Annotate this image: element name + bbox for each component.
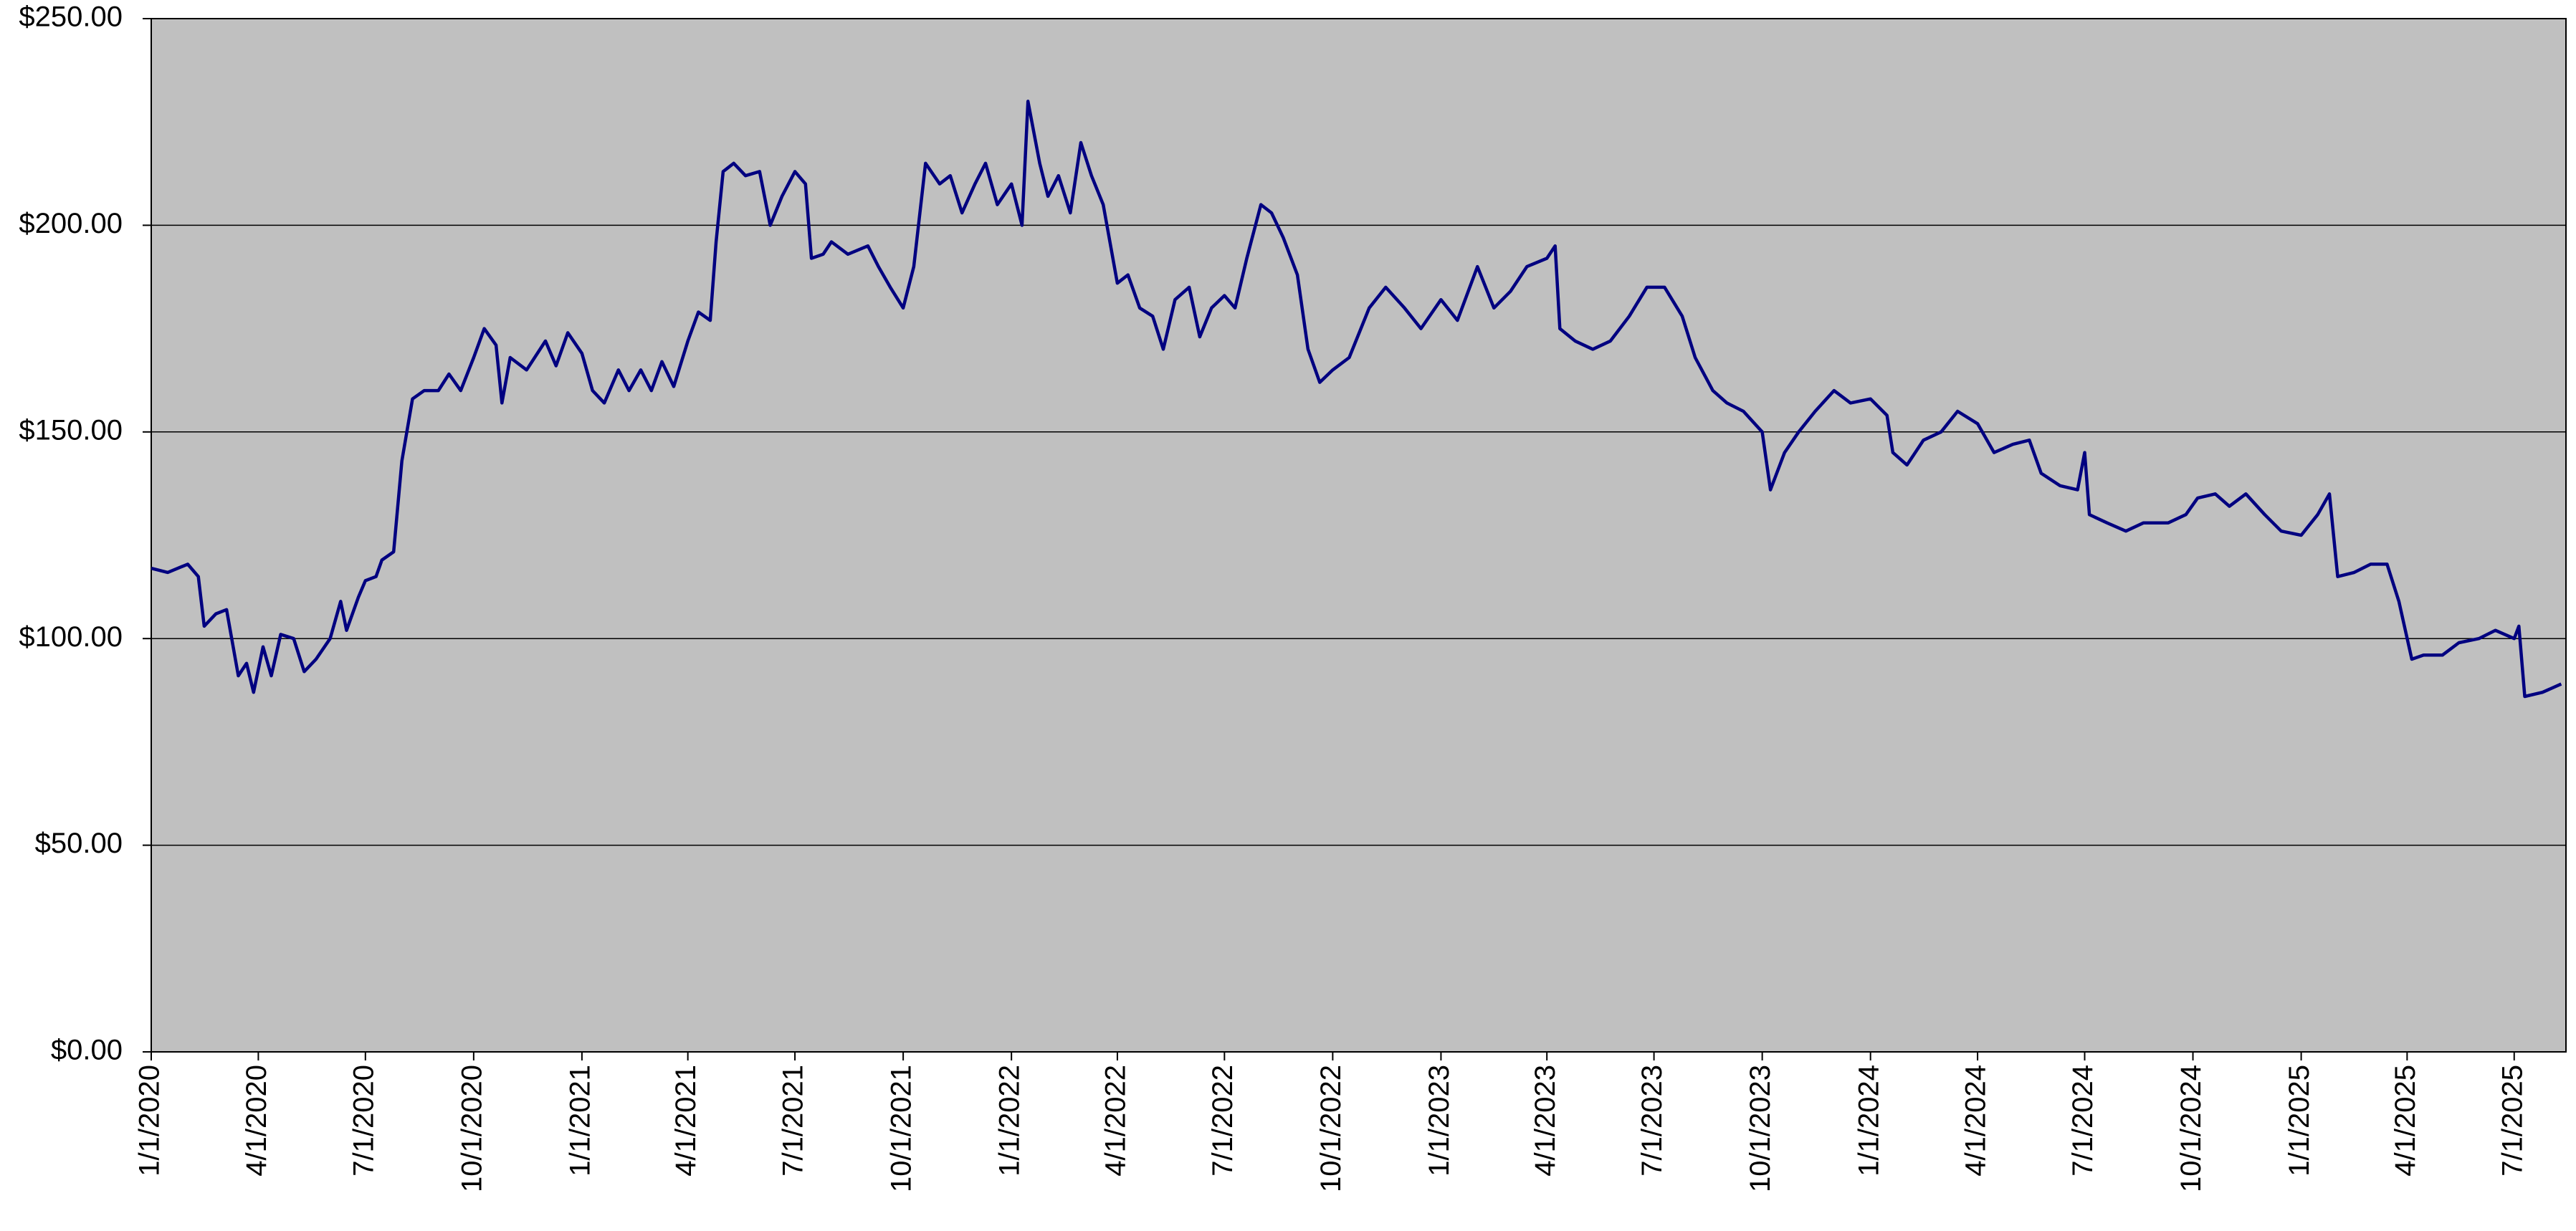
x-tick-label: 7/1/2023 <box>1636 1065 1668 1177</box>
x-tick-label: 10/1/2023 <box>1745 1065 1776 1192</box>
y-tick-label: $50.00 <box>35 828 123 859</box>
x-tick-label: 10/1/2021 <box>886 1065 917 1192</box>
y-tick-label: $0.00 <box>51 1035 123 1066</box>
x-tick-label: 1/1/2024 <box>1853 1065 1884 1177</box>
x-tick-label: 10/1/2020 <box>456 1065 487 1192</box>
x-tick-label: 1/1/2025 <box>2284 1065 2315 1177</box>
x-tick-label: 4/1/2022 <box>1099 1065 1131 1177</box>
x-tick-label: 1/1/2020 <box>134 1065 166 1177</box>
x-tick-label: 4/1/2021 <box>670 1065 702 1177</box>
x-tick-label: 1/1/2022 <box>994 1065 1026 1177</box>
y-tick-label: $150.00 <box>19 414 123 446</box>
x-tick-label: 4/1/2020 <box>241 1065 272 1177</box>
y-tick-label: $250.00 <box>19 1 123 33</box>
y-tick-label: $200.00 <box>19 208 123 239</box>
x-tick-label: 7/1/2021 <box>778 1065 809 1177</box>
y-tick-label: $100.00 <box>19 621 123 653</box>
price-line <box>151 100 2562 699</box>
plot-border <box>151 18 2567 1053</box>
x-tick-label: 1/1/2021 <box>564 1065 596 1177</box>
x-tick-label: 7/1/2025 <box>2496 1065 2528 1177</box>
x-tick-label: 10/1/2022 <box>1315 1065 1347 1192</box>
x-tick-label: 7/1/2020 <box>348 1065 379 1177</box>
x-tick-label: 4/1/2024 <box>1960 1065 1992 1177</box>
plot-area <box>151 19 2566 1052</box>
x-tick-label: 10/1/2024 <box>2175 1065 2207 1192</box>
x-tick-label: 1/1/2023 <box>1423 1065 1455 1177</box>
x-tick-label: 4/1/2025 <box>2390 1065 2421 1177</box>
x-tick-label: 7/1/2022 <box>1207 1065 1239 1177</box>
x-tick-label: 4/1/2023 <box>1530 1065 1561 1177</box>
x-tick-label: 7/1/2024 <box>2067 1065 2099 1177</box>
